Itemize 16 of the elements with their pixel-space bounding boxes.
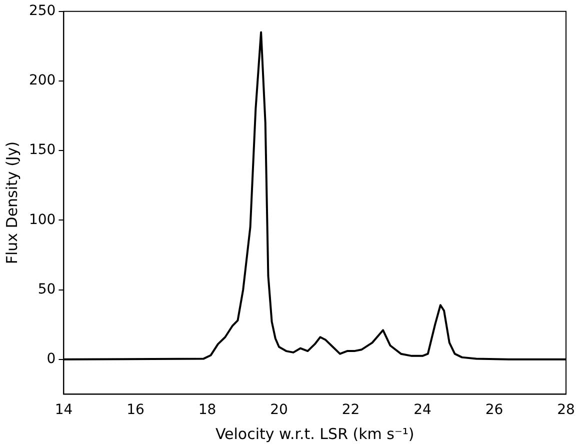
x-tick-label: 26 — [485, 402, 504, 418]
y-tick-label: 50 — [38, 281, 56, 298]
y-tick-label: 150 — [28, 142, 56, 158]
x-tick-label: 22 — [342, 402, 360, 418]
x-tick-label: 16 — [126, 402, 144, 418]
y-tick-label: 0 — [46, 351, 56, 368]
x-tick-label: 20 — [270, 402, 288, 418]
x-tick-label: 24 — [414, 402, 432, 418]
x-tick-label: 14 — [54, 402, 73, 418]
x-tick-label: 18 — [198, 402, 216, 418]
x-tick-label: 28 — [557, 402, 575, 418]
y-tick-label: 200 — [28, 72, 56, 89]
x-axis-title: Velocity w.r.t. LSR (km s⁻¹) — [215, 424, 414, 443]
y-tick-label: 100 — [28, 212, 56, 228]
y-tick-label: 250 — [28, 3, 56, 20]
y-axis-title: Flux Density (Jy) — [2, 141, 21, 264]
